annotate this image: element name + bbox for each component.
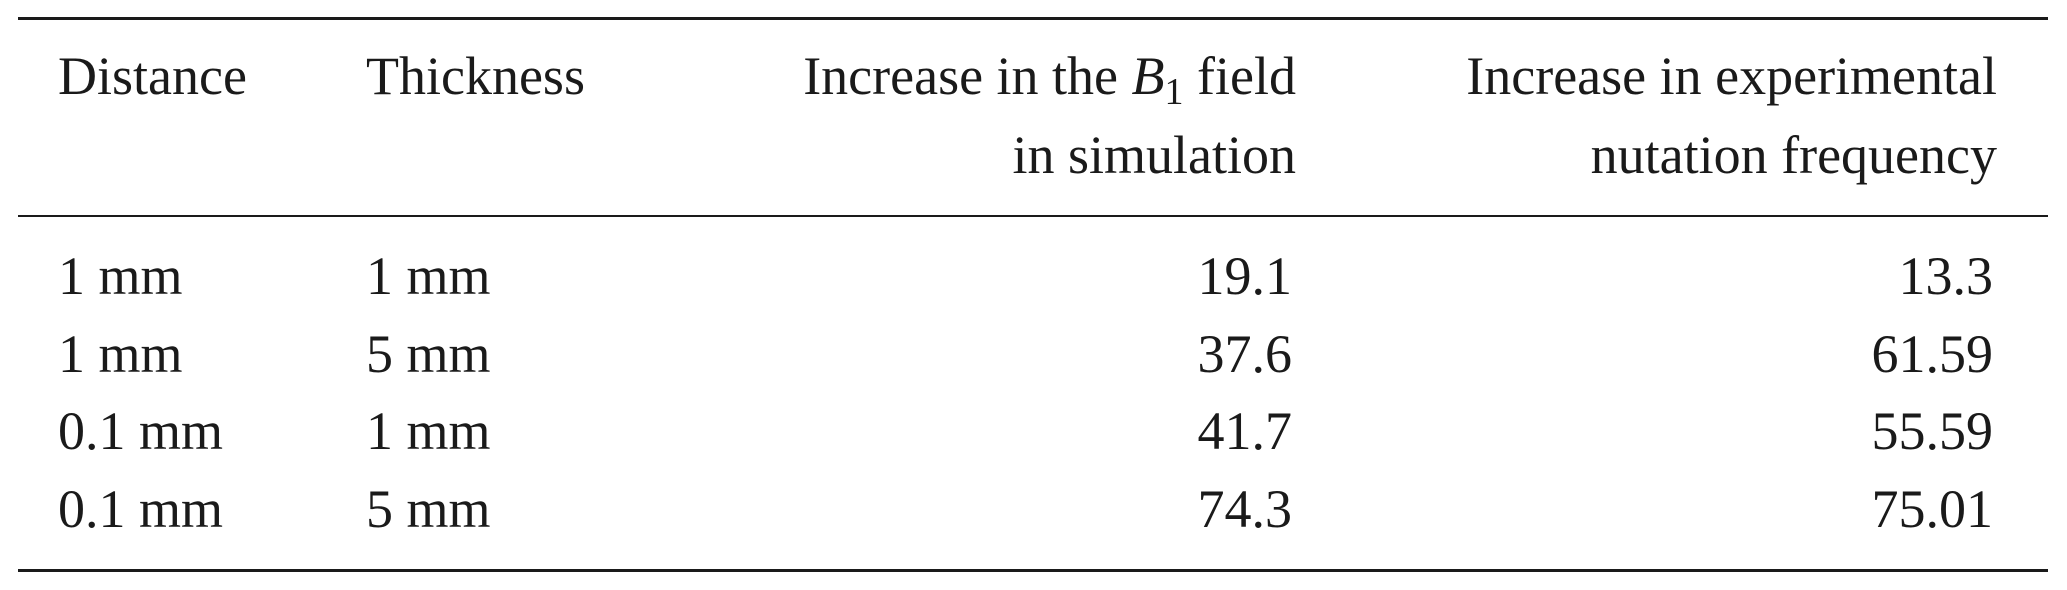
cell-thickness: 1 mm (366, 246, 491, 306)
b1-value: 41.7 (1197, 401, 1293, 461)
b1-value: 37.6 (1197, 324, 1293, 384)
nutation-value: 55.59 (1871, 401, 1994, 461)
header-b1-field-line1: Increase in the B1 field (803, 46, 1296, 111)
b1-symbol-subscript: 1 (1164, 71, 1184, 113)
cell-thickness: 5 mm (366, 324, 491, 384)
cell-nutation-increase: 13.3 (1899, 249, 1998, 303)
table-top-rule (18, 17, 2048, 20)
cell-nutation-increase: 61.59 (1872, 327, 1998, 381)
cell-nutation-increase: 75.01 (1872, 482, 1998, 536)
cell-thickness: 1 mm (366, 401, 491, 461)
header-nutation-line2: nutation frequency (1590, 125, 1997, 185)
header-b1-symbol: B1 (1131, 46, 1184, 111)
header-b1-text-before: Increase in the (803, 46, 1119, 106)
cell-distance: 1 mm (58, 324, 183, 384)
table-header-rule (18, 215, 2048, 217)
header-thickness: Thickness (366, 46, 585, 106)
header-b1-field-line2: in simulation (1012, 125, 1297, 185)
cell-thickness: 5 mm (366, 479, 491, 539)
cell-b1-increase: 37.6 (1198, 327, 1297, 381)
cell-nutation-increase: 55.59 (1872, 404, 1998, 458)
cell-b1-increase: 19.1 (1198, 249, 1297, 303)
header-b1-text-after: field (1197, 46, 1296, 106)
header-nutation-line1: Increase in experimental (1466, 46, 1997, 106)
b1-value: 74.3 (1197, 479, 1293, 539)
cell-distance: 0.1 mm (58, 401, 224, 461)
header-distance: Distance (58, 46, 247, 106)
table-bottom-rule (18, 569, 2048, 572)
cell-distance: 1 mm (58, 246, 183, 306)
nutation-value: 13.3 (1898, 246, 1994, 306)
cell-b1-increase: 41.7 (1198, 404, 1297, 458)
cell-b1-increase: 74.3 (1198, 482, 1297, 536)
nutation-value: 75.01 (1871, 479, 1994, 539)
nutation-value: 61.59 (1871, 324, 1994, 384)
b1-symbol-letter: B (1131, 46, 1165, 106)
cell-distance: 0.1 mm (58, 479, 224, 539)
b1-value: 19.1 (1197, 246, 1293, 306)
